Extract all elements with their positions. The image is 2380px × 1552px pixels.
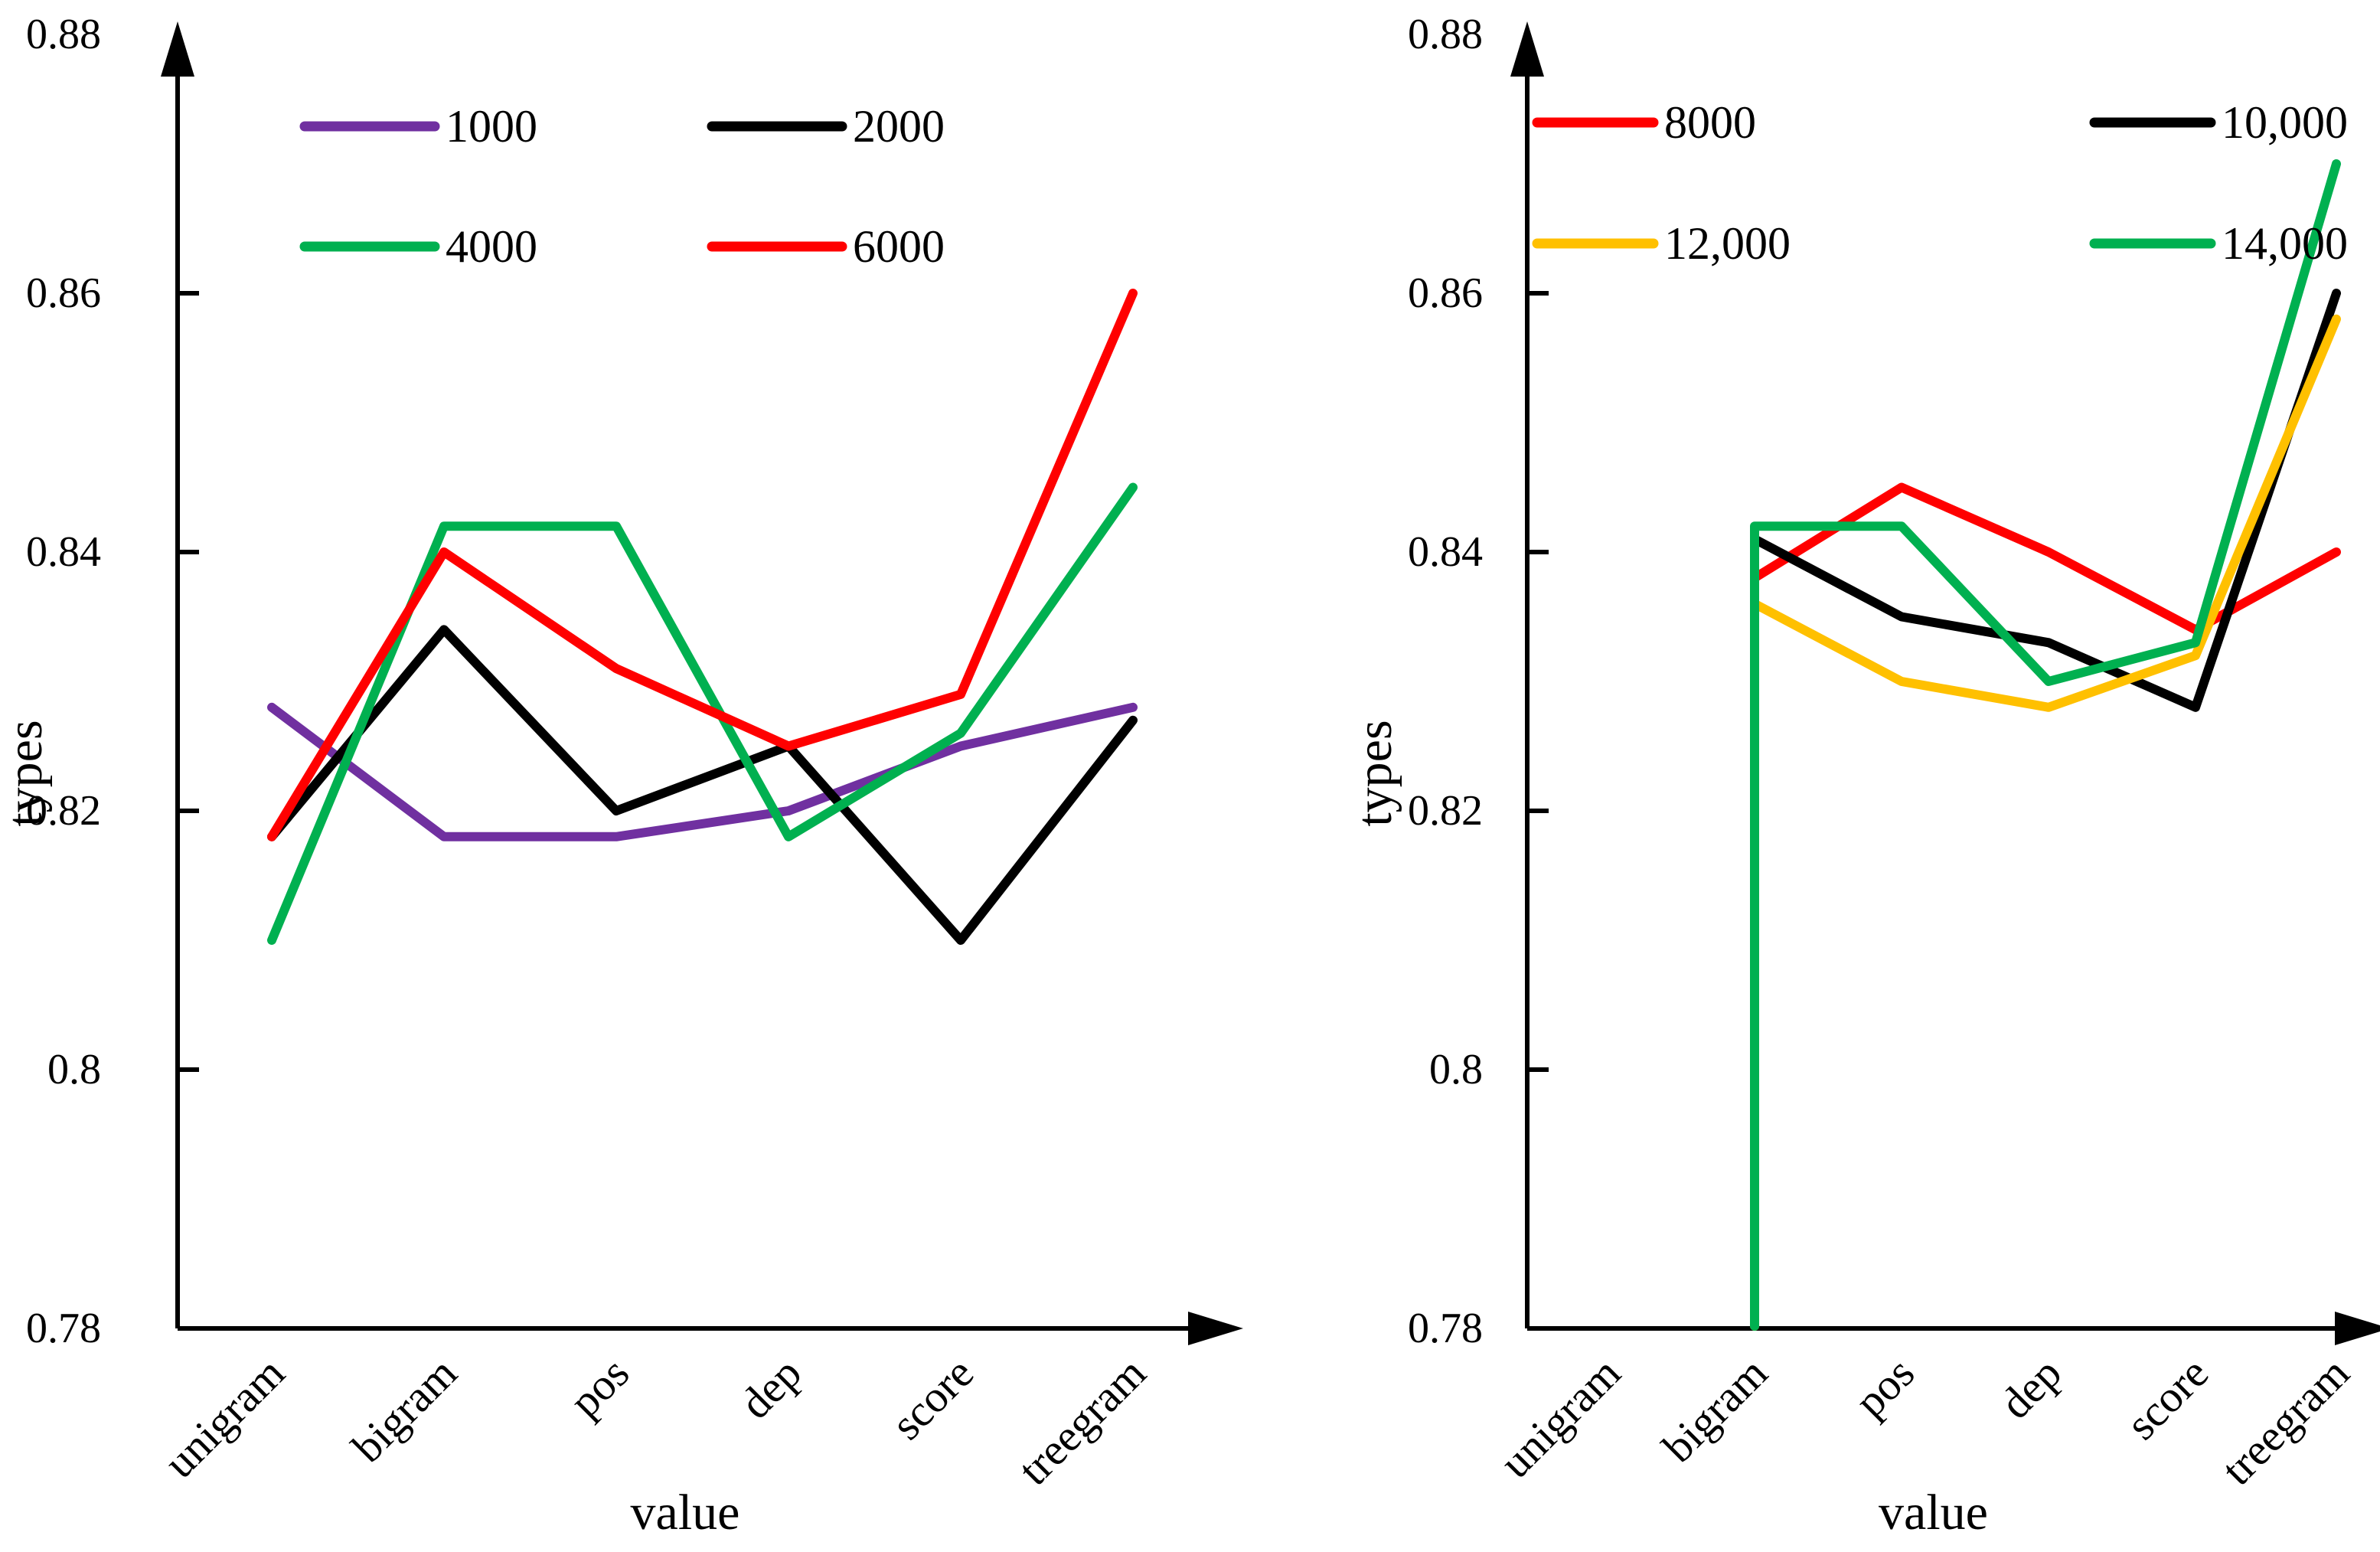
series-line-8000 [1750,482,2341,635]
y-tick-label: 0.78 [26,1305,101,1352]
y-tick-label: 0.8 [47,1046,101,1093]
y-tick-label: 0.8 [1429,1046,1483,1093]
x-category-label: pos [1845,1348,1924,1426]
y-tick-label: 0.88 [26,11,101,58]
x-axis-arrow [1188,1312,1243,1345]
legend-label: 2000 [853,101,945,152]
x-category-label: dep [730,1348,811,1428]
x-category-label: unigram [1490,1348,1631,1488]
x-category-label: pos [560,1348,638,1426]
x-category-label: bigram [1653,1348,1777,1472]
chart-panel-right: 0.78 0.8 0.82 0.84 0.86 0.88 unigram bigram pos d… [1347,11,2380,1541]
x-category-label: score [2117,1348,2218,1449]
y-tick-label: 0.82 [1408,787,1483,835]
legend-label: 8000 [1664,97,1756,148]
x-category-label: treegram [1009,1348,1156,1495]
y-tick-label: 0.84 [26,528,101,576]
legend-label: 12,000 [1664,218,1791,269]
x-category-label: bigram [342,1348,466,1472]
legend-label: 6000 [853,221,945,272]
y-tick-label: 0.86 [1408,270,1483,317]
series-line-6000 [267,289,1138,841]
x-axis-arrow [2335,1312,2380,1345]
legend-label: 10,000 [2222,97,2348,148]
x-category-label: score [882,1348,983,1449]
y-tick-label: 0.88 [1408,11,1483,58]
y-axis-title: types [1347,720,1402,826]
y-tick-label: 0.78 [1408,1305,1483,1352]
x-category-label: treegram [2212,1348,2359,1495]
y-tick-label: 0.84 [1408,528,1483,576]
y-tick-label: 0.86 [26,270,101,317]
series-line-10000 [1750,289,2341,712]
y-axis-arrow [1510,21,1544,77]
legend-label: 1000 [446,101,537,152]
y-axis-arrow [161,21,194,77]
series-line-4000 [267,482,1138,945]
series-line-2000 [267,625,1138,945]
legend-label: 4000 [446,221,537,272]
x-axis-title: value [631,1485,740,1541]
y-tick-label: 0.82 [26,787,101,835]
x-category-label: unigram [155,1348,295,1488]
x-category-label: dep [1990,1348,2071,1428]
legend-label: 14,000 [2222,218,2348,269]
series-line-14000 [1750,159,2341,1331]
series-line-1000 [267,702,1138,841]
y-axis-title: types [0,720,53,826]
x-axis-title: value [1879,1485,1988,1541]
chart-panel-left: 0.78 0.8 0.82 0.84 0.86 0.88 unigram bigram pos d… [0,11,1243,1541]
